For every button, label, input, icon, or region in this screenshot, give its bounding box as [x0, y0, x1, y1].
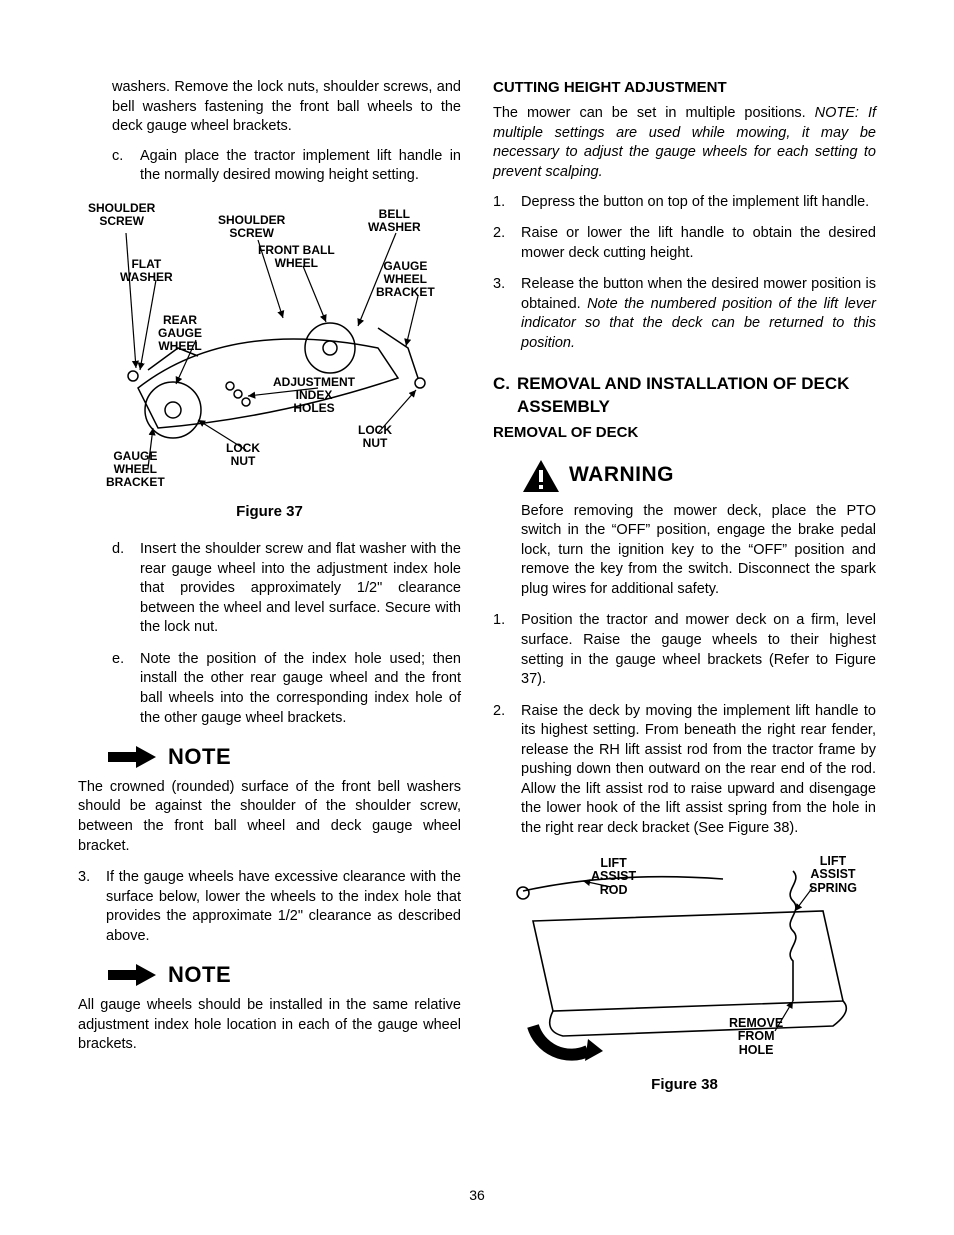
lbl-lift-assist-rod: LIFT ASSIST ROD [591, 857, 636, 898]
lbl-lock-nut-l: LOCK NUT [226, 442, 260, 468]
figure-38-diagram: LIFT ASSIST ROD LIFT ASSIST SPRING REMOV… [493, 851, 873, 1061]
note-1-head: NOTE [106, 742, 461, 772]
lbl-shoulder-screw-r: SHOULDER SCREW [218, 214, 285, 240]
cut-marker-2: 2. [493, 224, 521, 263]
page-number: 36 [0, 1186, 954, 1205]
cut-body-2: Raise or lower the lift handle to obtain… [521, 224, 876, 263]
heading-removal: REMOVAL OF DECK [493, 423, 876, 443]
figure-37-caption: Figure 37 [78, 502, 461, 522]
note-2-title: NOTE [168, 960, 231, 990]
cut-intro-a: The mower can be set in multiple positio… [493, 105, 815, 121]
lbl-shoulder-screw-l: SHOULDER SCREW [88, 202, 155, 228]
figure-38: LIFT ASSIST ROD LIFT ASSIST SPRING REMOV… [493, 851, 876, 1095]
lbl-front-ball-wheel: FRONT BALL WHEEL [258, 244, 335, 270]
lbl-flat-washer: FLAT WASHER [120, 258, 173, 284]
step-d: d. Insert the shoulder screw and flat wa… [112, 540, 461, 638]
lbl-lock-nut-r: LOCK NUT [358, 424, 392, 450]
warning-body: Before removing the mower deck, place th… [521, 502, 876, 600]
step-d-body: Insert the shoulder screw and flat washe… [140, 540, 461, 638]
note-1-body: The crowned (rounded) surface of the fro… [78, 778, 461, 856]
lbl-adj-index-holes: ADJUSTMENT INDEX HOLES [273, 376, 355, 416]
warning-head: WARNING [521, 458, 876, 494]
right-column: CUTTING HEIGHT ADJUSTMENT The mower can … [493, 78, 876, 1113]
step-3: 3. If the gauge wheels have excessive cl… [78, 868, 461, 946]
section-c-heading: C. REMOVAL AND INSTALLATION OF DECK ASSE… [493, 373, 876, 419]
two-column-layout: washers. Remove the lock nuts, shoulder … [78, 78, 876, 1113]
marker-d: d. [112, 540, 140, 638]
arrow-icon [106, 962, 158, 988]
lbl-remove-from-hole: REMOVE FROM HOLE [729, 1017, 783, 1058]
marker-c: c. [112, 147, 140, 186]
rem-marker-2: 2. [493, 702, 521, 839]
arrow-icon [106, 744, 158, 770]
marker-e: e. [112, 650, 140, 728]
cut-body-3: Release the button when the desired mowe… [521, 275, 876, 353]
left-column: washers. Remove the lock nuts, shoulder … [78, 78, 461, 1113]
note-1-title: NOTE [168, 742, 231, 772]
step-3-body: If the gauge wheels have excessive clear… [106, 868, 461, 946]
cut-body-1: Depress the button on top of the impleme… [521, 193, 876, 213]
cut-marker-3: 3. [493, 275, 521, 353]
rem-body-1: Position the tractor and mower deck on a… [521, 611, 876, 689]
warning-icon [521, 458, 561, 494]
step-c: c. Again place the tractor implement lif… [112, 147, 461, 186]
note-2-head: NOTE [106, 960, 461, 990]
rem-marker-1: 1. [493, 611, 521, 689]
lbl-lift-assist-spring: LIFT ASSIST SPRING [809, 855, 857, 896]
cut-step-1: 1. Depress the button on top of the impl… [493, 193, 876, 213]
marker-3: 3. [78, 868, 106, 946]
lbl-gauge-wheel-bracket-r: GAUGE WHEEL BRACKET [376, 260, 435, 300]
section-c-text: REMOVAL AND INSTALLATION OF DECK ASSEMBL… [517, 373, 876, 419]
step-e-body: Note the position of the index hole used… [140, 650, 461, 728]
rem-step-2: 2. Raise the deck by moving the implemen… [493, 702, 876, 839]
section-c-marker: C. [493, 373, 517, 419]
cut-step-2: 2. Raise or lower the lift handle to obt… [493, 224, 876, 263]
heading-cutting-height: CUTTING HEIGHT ADJUSTMENT [493, 78, 876, 98]
step-c-body: Again place the tractor implement lift h… [140, 147, 461, 186]
figure-37: SHOULDER SCREW SHOULDER SCREW BELL WASHE… [78, 198, 461, 522]
cut-step-3: 3. Release the button when the desired m… [493, 275, 876, 353]
note-2: NOTE All gauge wheels should be installe… [78, 960, 461, 1054]
warning-block: WARNING Before removing the mower deck, … [521, 458, 876, 600]
figure-38-caption: Figure 38 [493, 1075, 876, 1095]
lbl-gauge-wheel-bracket-l: GAUGE WHEEL BRACKET [106, 450, 165, 490]
figure-37-svg [78, 198, 458, 488]
lbl-rear-gauge-wheel: REAR GAUGE WHEEL [158, 314, 202, 354]
step-e: e. Note the position of the index hole u… [112, 650, 461, 728]
warning-title: WARNING [569, 461, 674, 489]
cut-marker-1: 1. [493, 193, 521, 213]
cut-intro: The mower can be set in multiple positio… [493, 104, 876, 182]
lbl-bell-washer: BELL WASHER [368, 208, 421, 234]
continued-paragraph: washers. Remove the lock nuts, shoulder … [112, 78, 461, 137]
note-1: NOTE The crowned (rounded) surface of th… [78, 742, 461, 856]
figure-37-diagram: SHOULDER SCREW SHOULDER SCREW BELL WASHE… [78, 198, 458, 488]
note-2-body: All gauge wheels should be installed in … [78, 996, 461, 1055]
rem-body-2: Raise the deck by moving the implement l… [521, 702, 876, 839]
rem-step-1: 1. Position the tractor and mower deck o… [493, 611, 876, 689]
